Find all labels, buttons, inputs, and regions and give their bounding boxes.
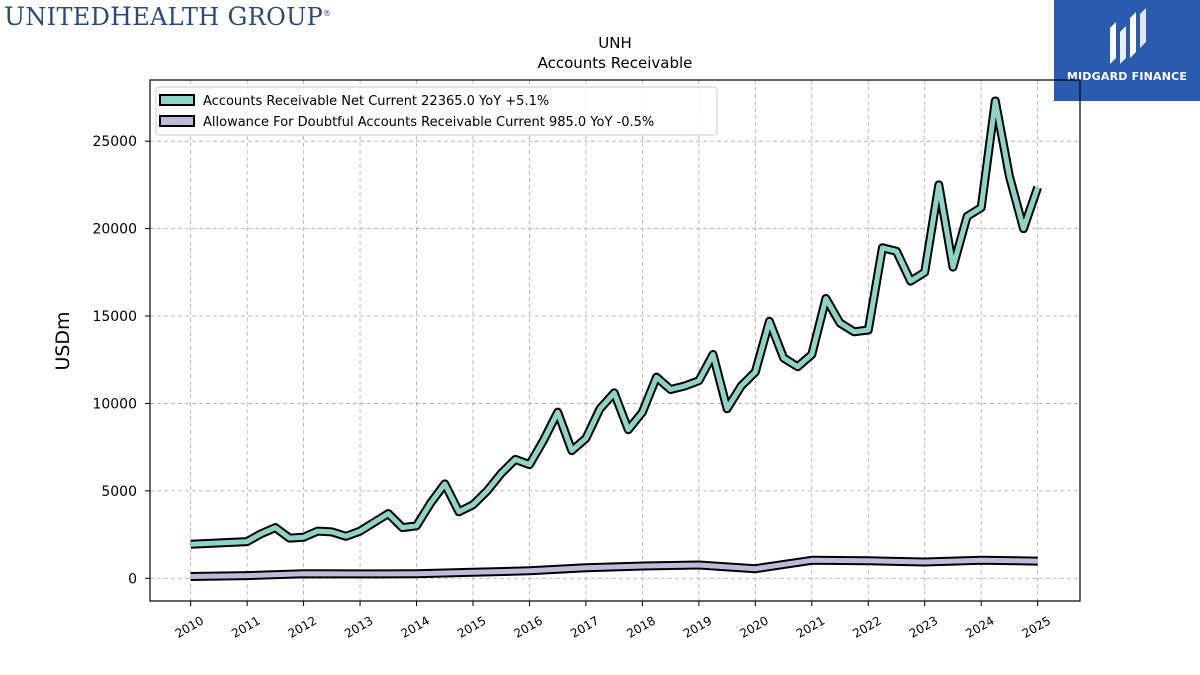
y-tick-label: 15000 (92, 309, 137, 325)
x-tick-label: 2015 (455, 613, 488, 640)
y-tick-label: 0 (128, 571, 137, 587)
x-tick-label: 2013 (342, 613, 375, 640)
series-allowance-doubtful-accounts-line (190, 557, 1038, 579)
x-tick-label: 2019 (681, 613, 714, 640)
x-tick-label: 2011 (229, 613, 262, 640)
grid-lines (150, 80, 1080, 601)
legend-swatch (159, 94, 195, 106)
y-tick-label: 20000 (92, 222, 137, 238)
x-tick-label: 2018 (624, 613, 657, 640)
x-tick-label: 2016 (511, 613, 544, 640)
legend-entry-label: Accounts Receivable Net Current 22365.0 … (203, 94, 549, 109)
series-accounts-receivable-net-current-line (190, 98, 1041, 547)
x-tick-label: 2012 (286, 613, 319, 640)
x-tick-label: 2017 (568, 613, 601, 640)
midgard-finance-wordmark: MIDGARD FINANCE (1066, 70, 1188, 83)
x-tick-label: 2024 (963, 613, 996, 640)
y-tick-label: 25000 (92, 134, 137, 150)
x-tick-label: 2020 (737, 613, 770, 640)
x-tick-label: 2023 (907, 613, 940, 640)
legend-box (155, 86, 718, 136)
midgard-finance-watermark: MIDGARD FINANCE (1054, 0, 1200, 101)
y-tick-label: 10000 (92, 396, 137, 412)
x-tick-label: 2021 (794, 613, 827, 640)
y-tick-label: 5000 (101, 484, 137, 500)
x-tick-label: 2010 (173, 613, 206, 640)
plot-frame (149, 79, 1081, 602)
series-allowance-doubtful-accounts (190, 555, 1038, 581)
x-tick-label: 2025 (1020, 613, 1053, 640)
chart-title: UNH (598, 34, 631, 52)
y-axis-label: USDm (52, 311, 74, 370)
series-layer (190, 96, 1042, 581)
legend: Accounts Receivable Net Current 22365.0 … (155, 86, 718, 136)
legend-swatch (159, 115, 195, 127)
midgard-logo-icon (1110, 8, 1146, 64)
legend-entry-label: Allowance For Doubtful Accounts Receivab… (203, 115, 654, 130)
series-accounts-receivable-net-current (190, 96, 1042, 549)
unitedhealth-group-logo: UNITEDHEALTH GROUP® (4, 2, 332, 31)
x-tick-label: 2022 (850, 613, 883, 640)
chart-subtitle: Accounts Receivable (538, 54, 693, 72)
y-axis: 0 5000 10000 15000 20000 25000 (92, 134, 150, 587)
series-accounts-receivable-net-current-outline (190, 96, 1042, 549)
x-axis: 2010 2011 2012 2013 2014 2015 2016 2017 2018 2019… (173, 601, 1053, 641)
x-tick-label: 2014 (399, 613, 432, 640)
